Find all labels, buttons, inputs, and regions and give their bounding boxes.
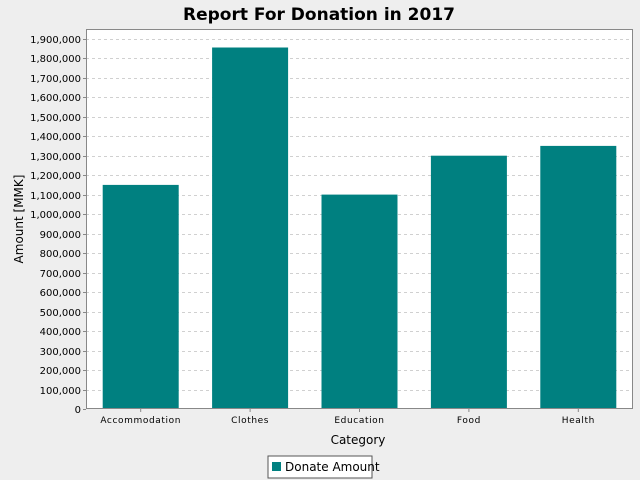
bar-clothes (212, 47, 289, 409)
y-tick-label-0: 0 (75, 405, 81, 416)
y-tick-label-17: 1,700,000 (30, 74, 81, 85)
chart-title: Report For Donation in 2017 (183, 5, 455, 25)
x-tick-label-food: Food (457, 416, 481, 426)
y-tick-label-19: 1,900,000 (30, 35, 81, 46)
y-tick-label-5: 500,000 (40, 308, 81, 319)
y-tick-label-9: 900,000 (40, 230, 81, 241)
y-tick-label-3: 300,000 (40, 347, 81, 358)
bar-food (430, 155, 507, 409)
y-ticks: 0 100,000 200,000 300,000 400,000 500,000 600,… (30, 35, 86, 416)
y-tick-label-18: 1,800,000 (30, 54, 81, 65)
y-tick-label-13: 1,300,000 (30, 152, 81, 163)
y-tick-label-12: 1,200,000 (30, 171, 81, 182)
x-tick-label-clothes: Clothes (231, 416, 269, 426)
y-tick-label-7: 700,000 (40, 269, 81, 280)
y-tick-label-16: 1,600,000 (30, 93, 81, 104)
y-tick-label-10: 1,000,000 (30, 210, 81, 221)
x-ticks: Accommodation Clothes Education Food Health (100, 409, 595, 426)
axes (86, 29, 633, 409)
bar-accommodation (102, 184, 179, 409)
x-tick-label-education: Education (334, 416, 384, 426)
y-tick-label-6: 600,000 (40, 288, 81, 299)
y-tick-label-15: 1,500,000 (30, 113, 81, 124)
legend-swatch (272, 462, 281, 471)
legend-label: Donate Amount (285, 460, 380, 474)
y-tick-label-14: 1,400,000 (30, 132, 81, 143)
y-tick-label-11: 1,100,000 (30, 191, 81, 202)
y-tick-label-1: 100,000 (40, 386, 81, 397)
legend: Donate Amount (267, 455, 380, 479)
bar-health (540, 145, 617, 409)
bars (102, 47, 617, 409)
y-tick-label-2: 200,000 (40, 366, 81, 377)
x-tick-label-accommodation: Accommodation (100, 416, 181, 426)
y-tick-label-4: 400,000 (40, 327, 81, 338)
legend-box (267, 455, 373, 479)
plot-border (86, 29, 633, 409)
bar-education (321, 194, 398, 409)
x-axis-title: Category (331, 433, 386, 447)
y-axis-title: Amount [MMK] (12, 175, 26, 264)
x-tick-label-health: Health (562, 416, 595, 426)
y-tick-label-8: 800,000 (40, 249, 81, 260)
